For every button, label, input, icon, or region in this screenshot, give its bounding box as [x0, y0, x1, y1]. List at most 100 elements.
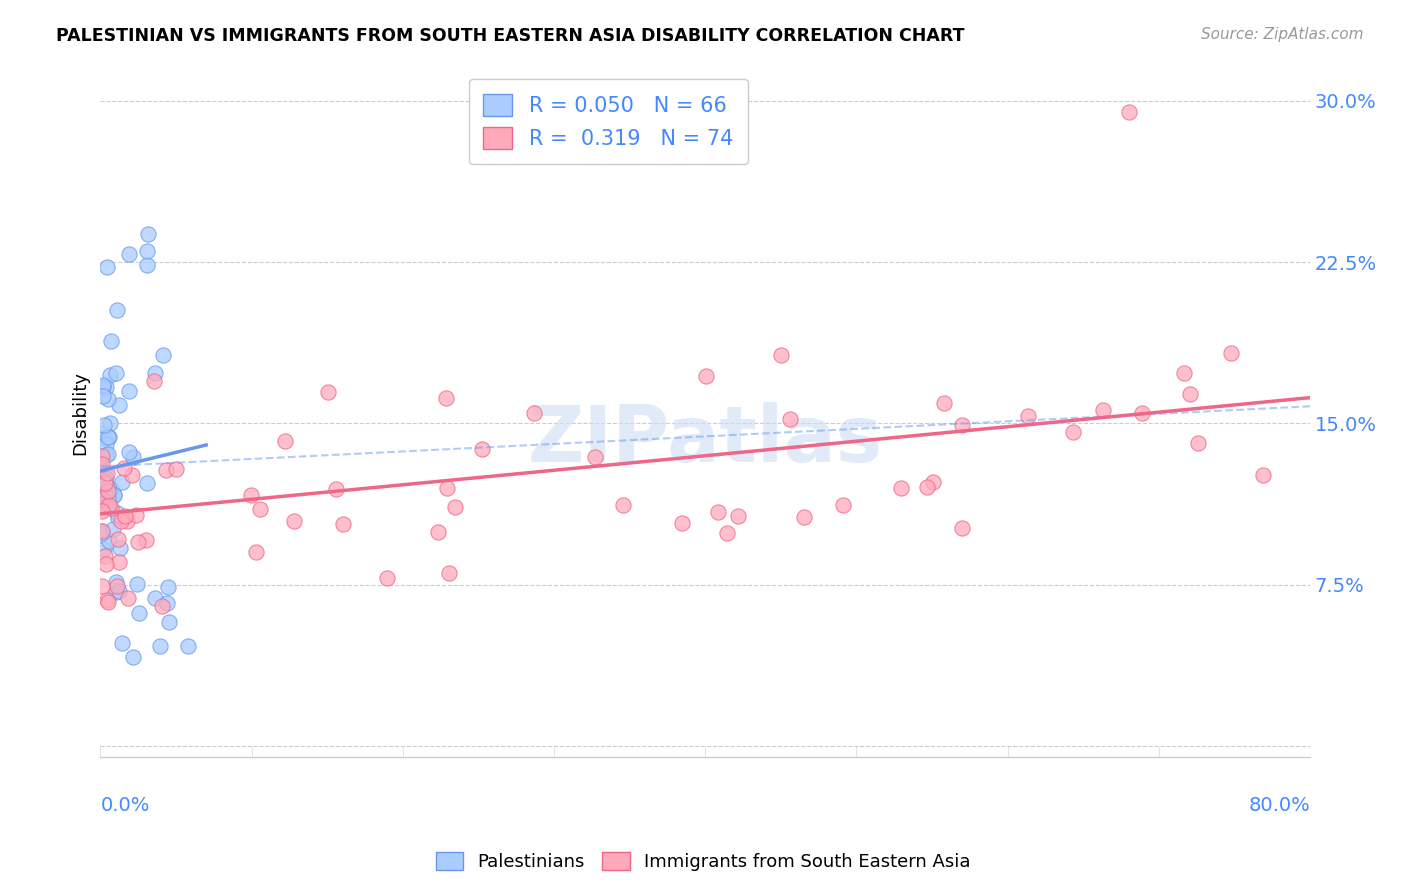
Point [100, 500, 122, 515]
Point [1178, 386, 1201, 401]
Point [157, 580, 180, 594]
Point [427, 524, 450, 539]
Point [770, 348, 793, 362]
Point [149, 639, 172, 653]
Point [97, 392, 120, 406]
Point [249, 501, 271, 516]
Point [94, 380, 117, 394]
Point [915, 480, 938, 494]
Point [523, 406, 546, 420]
Point [114, 509, 136, 524]
Point [94, 499, 117, 513]
Point [104, 585, 127, 599]
Point [94, 557, 117, 571]
Point [117, 514, 139, 528]
Point [90, 425, 112, 440]
Point [832, 498, 855, 512]
Point [779, 412, 801, 426]
Point [90, 524, 112, 538]
Point [375, 571, 398, 585]
Point [316, 385, 339, 400]
Point [94, 549, 117, 564]
Point [97, 498, 120, 512]
Point [90, 524, 112, 538]
Point [97, 447, 120, 461]
Point [98, 368, 121, 382]
Point [111, 636, 134, 650]
Point [107, 398, 129, 412]
Point [97, 533, 120, 548]
Point [90, 492, 112, 507]
Point [91, 389, 114, 403]
Point [245, 545, 267, 559]
Point [97, 483, 120, 497]
Point [1251, 468, 1274, 483]
Legend: Palestinians, Immigrants from South Eastern Asia: Palestinians, Immigrants from South East… [429, 845, 977, 879]
Point [91, 378, 114, 392]
Point [90, 579, 112, 593]
Point [96, 260, 118, 275]
Point [932, 396, 955, 410]
Point [94, 448, 117, 462]
Point [136, 258, 159, 272]
Point [471, 442, 494, 456]
Point [124, 508, 146, 523]
Point [135, 476, 157, 491]
Point [143, 374, 166, 388]
Point [135, 533, 157, 548]
Point [695, 368, 717, 383]
Point [122, 650, 145, 665]
Point [177, 639, 200, 653]
Point [325, 483, 347, 497]
Point [104, 574, 127, 589]
Point [436, 481, 458, 495]
Point [93, 431, 115, 445]
Text: Source: ZipAtlas.com: Source: ZipAtlas.com [1201, 27, 1364, 42]
Point [90, 475, 112, 490]
Point [274, 434, 297, 448]
Point [103, 522, 125, 536]
Point [671, 516, 693, 530]
Point [96, 593, 118, 607]
Point [165, 462, 187, 476]
Point [91, 525, 114, 540]
Point [118, 384, 141, 398]
Point [100, 482, 122, 496]
Point [1091, 403, 1114, 417]
Point [727, 509, 749, 524]
Point [1187, 436, 1209, 450]
Point [143, 366, 166, 380]
Point [97, 484, 120, 499]
Point [332, 516, 354, 531]
Point [97, 429, 120, 443]
Point [1219, 346, 1241, 360]
Point [922, 475, 945, 489]
Point [155, 463, 177, 477]
Point [94, 476, 117, 491]
Point [127, 535, 149, 549]
Point [105, 506, 128, 520]
Text: PALESTINIAN VS IMMIGRANTS FROM SOUTH EASTERN ASIA DISABILITY CORRELATION CHART: PALESTINIAN VS IMMIGRANTS FROM SOUTH EAS… [56, 27, 965, 45]
Point [90, 449, 112, 463]
Point [434, 391, 457, 405]
Point [128, 606, 150, 620]
Point [90, 504, 112, 518]
Point [112, 461, 135, 475]
Point [135, 244, 157, 258]
Text: 80.0%: 80.0% [1249, 796, 1310, 814]
Point [94, 474, 117, 488]
Point [97, 493, 120, 508]
Point [93, 417, 115, 432]
Y-axis label: Disability: Disability [72, 371, 89, 455]
Point [793, 509, 815, 524]
Point [150, 599, 173, 614]
Point [93, 464, 115, 478]
Point [105, 579, 128, 593]
Point [98, 417, 121, 431]
Point [104, 366, 127, 380]
Point [107, 511, 129, 525]
Point [97, 595, 120, 609]
Point [152, 348, 174, 362]
Point [1017, 409, 1039, 423]
Point [1118, 104, 1140, 119]
